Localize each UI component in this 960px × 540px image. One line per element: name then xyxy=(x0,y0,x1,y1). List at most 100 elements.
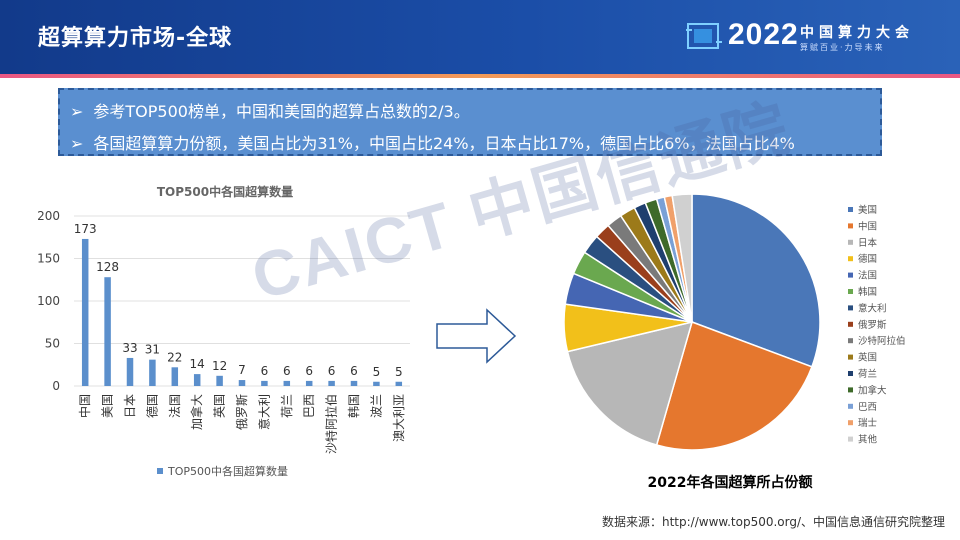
legend-swatch xyxy=(848,436,853,442)
x-tick-label: 美国 xyxy=(101,394,115,418)
x-tick-label: 加拿大 xyxy=(189,394,204,430)
y-tick-label: 150 xyxy=(37,252,60,266)
header-accent-line xyxy=(0,74,960,78)
page-title: 超算算力市场-全球 xyxy=(38,26,233,51)
bar xyxy=(171,367,179,386)
bar xyxy=(126,357,134,386)
bar xyxy=(238,380,246,386)
bar-chart: TOP500中各国超算数量 0 50 100 150 200 173 128 33 31 22 1… xyxy=(37,184,410,478)
x-tick-label: 巴西 xyxy=(302,394,316,418)
summary-bullet-1: ➢ 参考TOP500榜单，中国和美国的超算占总数的2/3。 xyxy=(70,98,470,122)
bar-value-label: 6 xyxy=(328,364,336,378)
legend-label: 法国 xyxy=(858,270,877,282)
legend-swatch xyxy=(848,256,853,262)
bar-value-label: 14 xyxy=(190,357,205,371)
bar xyxy=(350,380,358,386)
legend-label: 沙特阿拉伯 xyxy=(858,335,906,347)
bar-value-label: 7 xyxy=(238,363,246,377)
x-tick-label: 沙特阿拉伯 xyxy=(324,394,339,454)
x-tick-label: 英国 xyxy=(213,394,227,418)
bar-value-label: 22 xyxy=(167,350,182,364)
legend-swatch xyxy=(848,338,853,344)
summary-box: ➢ 参考TOP500榜单，中国和美国的超算占总数的2/3。 ➢ 各国超算算力份额，美… xyxy=(58,88,882,156)
bar xyxy=(283,380,291,386)
x-tick-label: 日本 xyxy=(123,394,137,418)
bar xyxy=(193,374,201,386)
legend-label: 荷兰 xyxy=(858,368,877,380)
bar xyxy=(305,380,313,386)
pie-slice xyxy=(671,193,693,323)
legend-label: 韩国 xyxy=(858,286,877,298)
bar xyxy=(395,381,403,386)
legend-swatch xyxy=(848,371,853,376)
bar-value-label: 6 xyxy=(350,364,358,378)
legend-swatch xyxy=(848,321,853,327)
bar-value-label: 6 xyxy=(283,364,291,378)
legend-label: 加拿大 xyxy=(858,384,887,396)
x-tick-label: 德国 xyxy=(144,394,159,418)
bar xyxy=(216,375,223,386)
y-tick-label: 0 xyxy=(52,379,60,393)
conference-logo-icon xyxy=(686,23,722,49)
x-tick-label: 荷兰 xyxy=(280,394,294,418)
header-bar xyxy=(0,0,960,74)
x-tick-label: 中国 xyxy=(77,394,92,418)
bar-value-label: 33 xyxy=(122,341,137,355)
x-tick-label: 意大利 xyxy=(256,394,271,430)
bar-chart-title: TOP500中各国超算数量 xyxy=(157,184,293,199)
y-tick-label: 200 xyxy=(37,209,60,223)
legend-swatch xyxy=(848,403,853,409)
summary-text-1: 参考TOP500榜单，中国和美国的超算占总数的2/3。 xyxy=(93,102,470,121)
pie-slice xyxy=(691,193,821,368)
bar xyxy=(81,238,89,386)
bar-value-label: 5 xyxy=(395,365,403,379)
y-tick-label: 50 xyxy=(45,337,60,351)
data-source-note: 数据来源：http://www.top500.org/、中国信息通信研究院整理 xyxy=(602,515,946,529)
bar-value-label: 6 xyxy=(261,364,269,378)
right-arrow-icon xyxy=(436,308,517,364)
bar xyxy=(373,381,380,386)
bar-value-label: 173 xyxy=(74,222,97,236)
legend-swatch xyxy=(848,420,853,426)
arrow-bullet-icon: ➢ xyxy=(70,134,84,153)
brand-name: 中国算力大会 xyxy=(800,25,914,41)
legend-label: 美国 xyxy=(858,204,877,216)
brand-year: 2022 xyxy=(728,18,799,51)
arrow-bullet-icon: ➢ xyxy=(70,102,84,121)
summary-text-2: 各国超算算力份额，美国占比为31%，中国占比24%，日本占比17%，德国占比6%… xyxy=(93,134,795,153)
pie-chart-title: 2022年各国超算所占份额 xyxy=(648,474,813,491)
legend-swatch xyxy=(157,468,163,474)
legend-label: 俄罗斯 xyxy=(858,319,887,331)
bar-value-label: 31 xyxy=(145,343,160,357)
x-tick-label: 俄罗斯 xyxy=(235,394,249,430)
pie-slice xyxy=(655,321,813,451)
legend-swatch xyxy=(848,305,853,311)
legend-swatch xyxy=(848,272,853,278)
x-tick-label: 波兰 xyxy=(369,394,383,418)
pie-slice xyxy=(566,320,694,446)
x-tick-label: 澳大利亚 xyxy=(392,394,406,442)
bar xyxy=(104,277,111,386)
legend-label: 日本 xyxy=(858,237,878,249)
legend-swatch xyxy=(848,387,853,393)
legend-label: 英国 xyxy=(858,352,877,364)
bar-value-label: 12 xyxy=(212,359,227,373)
legend-label: 瑞士 xyxy=(858,417,878,429)
summary-bullet-2: ➢ 各国超算算力份额，美国占比为31%，中国占比24%，日本占比17%，德国占比6… xyxy=(70,130,795,154)
y-tick-label: 100 xyxy=(37,294,60,308)
legend-swatch xyxy=(848,354,853,360)
bar xyxy=(261,380,268,386)
legend-label: 巴西 xyxy=(858,402,877,413)
legend-swatch xyxy=(848,239,853,245)
bar-value-label: 5 xyxy=(373,365,381,379)
bar xyxy=(149,359,156,386)
bar xyxy=(328,380,335,386)
legend-swatch xyxy=(848,223,853,229)
legend-label: 其他 xyxy=(858,434,878,446)
x-tick-label: 法国 xyxy=(168,394,182,418)
legend-swatch xyxy=(848,289,853,294)
legend-label: TOP500中各国超算数量 xyxy=(167,464,288,478)
legend-label: 意大利 xyxy=(858,302,887,314)
brand-slogan: 算赋百业·力导未来 xyxy=(800,43,885,52)
